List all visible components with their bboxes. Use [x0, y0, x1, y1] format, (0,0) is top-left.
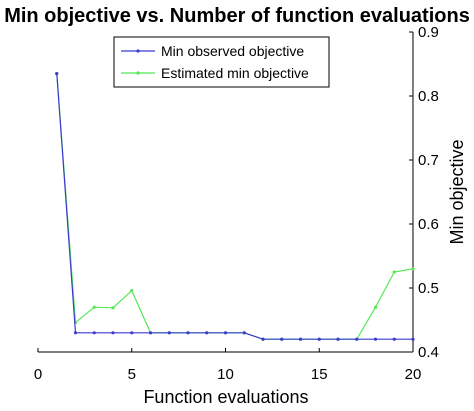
y-tick-label: 0.7 [418, 152, 439, 169]
chart-title: Min objective vs. Number of function eva… [4, 5, 470, 27]
x-tick-label: 20 [405, 366, 422, 383]
y-tick-label: 0.9 [418, 24, 439, 41]
series-estimated-min-objective [55, 72, 415, 341]
y-ticks: 0.4 0.5 0.6 0.7 0.8 0.9 [409, 24, 439, 361]
data-point [111, 331, 115, 335]
data-point [73, 331, 78, 335]
legend-marker [136, 71, 140, 75]
data-point [111, 306, 115, 310]
y-tick-label: 0.6 [418, 216, 439, 233]
series-line [56, 73, 413, 340]
legend-box [113, 36, 330, 88]
legend-label: Estimated min objective [161, 65, 309, 81]
data-point [130, 288, 134, 293]
data-point [55, 72, 59, 76]
data-point [223, 331, 228, 335]
legend: Min observed objective Estimated min obje… [113, 36, 330, 88]
legend-label: Min observed objective [161, 43, 304, 59]
series-line [56, 73, 414, 340]
legend-marker [136, 49, 140, 53]
series-layer [55, 72, 415, 341]
data-point [130, 331, 134, 335]
x-tick-label: 15 [311, 366, 328, 383]
data-point [373, 337, 378, 341]
x-ticks: 0 5 10 15 20 [34, 348, 422, 383]
data-point [392, 337, 396, 341]
data-point [280, 337, 284, 341]
series-min-observed-objective [55, 72, 415, 341]
data-point [411, 267, 415, 271]
data-point [167, 331, 171, 335]
y-tick-label: 0.8 [418, 88, 439, 105]
data-point [186, 331, 190, 335]
data-point [355, 337, 359, 341]
data-point [411, 337, 415, 341]
y-tick-label: 0.5 [418, 280, 439, 297]
x-tick-label: 5 [128, 366, 136, 383]
data-point [317, 337, 321, 341]
data-point [373, 305, 378, 309]
data-point [242, 331, 246, 335]
x-tick-label: 10 [217, 366, 234, 383]
data-point [92, 331, 96, 335]
y-axis-label: Min objective [447, 139, 467, 244]
data-point [298, 337, 303, 341]
x-tick-label: 0 [34, 366, 42, 383]
data-point [336, 337, 340, 341]
data-point [92, 305, 96, 309]
x-axis-label: Function evaluations [143, 387, 308, 407]
y-tick-label: 0.4 [418, 344, 439, 361]
data-point [205, 331, 209, 335]
data-point [148, 331, 153, 335]
data-point [261, 337, 265, 341]
data-point [392, 270, 396, 274]
